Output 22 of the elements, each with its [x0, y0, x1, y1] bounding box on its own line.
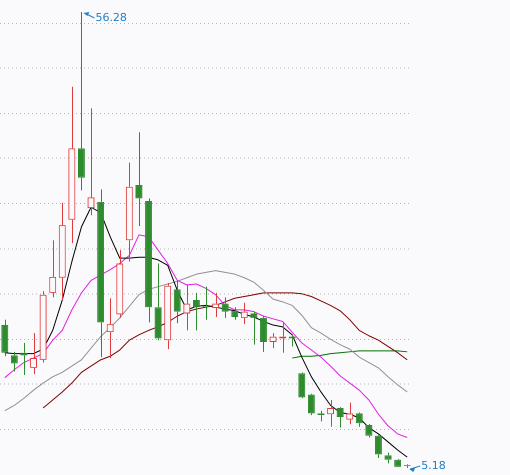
candlestick [1, 319, 8, 357]
candlestick [356, 412, 363, 428]
candlestick [97, 188, 104, 358]
candlestick [126, 162, 133, 262]
candlestick [78, 12, 85, 191]
candlestick [49, 240, 56, 298]
text: 5.18 [421, 458, 446, 472]
candlestick [212, 292, 220, 318]
candlestick [145, 198, 152, 323]
candlestick [116, 250, 124, 318]
candlestick [174, 280, 181, 324]
annotation: 56.28 [95, 10, 127, 24]
candlestick [40, 290, 47, 364]
candlestick [164, 282, 172, 350]
candlestick [222, 296, 229, 318]
candlestick [135, 132, 142, 226]
candlestick [384, 452, 392, 464]
candlestick [68, 86, 76, 244]
candlestick [154, 262, 162, 341]
candlestick [20, 342, 28, 376]
candlestick [260, 316, 267, 352]
candlestick [58, 202, 66, 301]
